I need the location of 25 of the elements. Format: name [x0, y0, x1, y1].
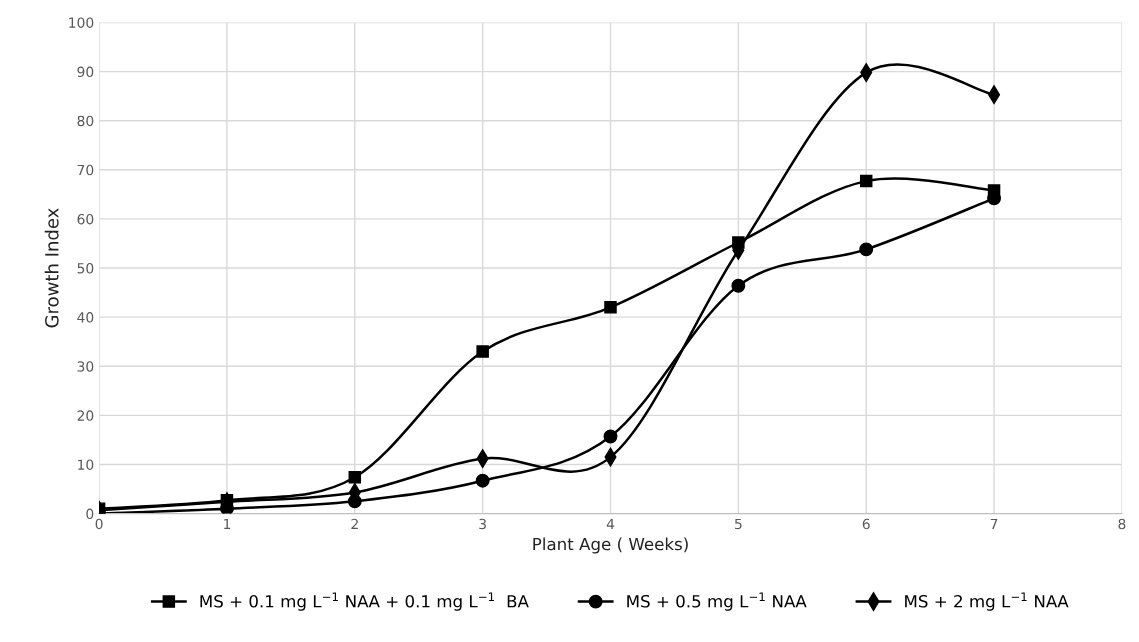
- x-tick-label: 0: [95, 518, 103, 530]
- y-tick-label: 40: [77, 312, 94, 323]
- y-tick-label: 10: [78, 459, 94, 470]
- y-tick-label: 20: [77, 410, 94, 421]
- y-tick-label: 60: [77, 213, 94, 225]
- y-tick-label: 70: [77, 164, 94, 176]
- y-tick-label: 100: [69, 17, 94, 28]
- x-tick-label: 1: [224, 518, 231, 530]
- x-tick-label: 8: [1118, 518, 1126, 530]
- x-tick-label: 4: [606, 518, 615, 530]
- y-axis-title: Growth Index: [44, 208, 59, 328]
- y-tick-label: 80: [77, 115, 94, 127]
- x-tick-label: 2: [351, 518, 358, 530]
- legend-label: MS + 0.1 mg L$^{−1}$ NAA + 0.1 mg L$^{−1}$ BA: [200, 592, 529, 611]
- x-tick-label: 3: [479, 518, 486, 530]
- x-tick-label: 5: [735, 518, 742, 530]
- x-tick-label: 7: [990, 518, 998, 530]
- y-tick-label: 30: [77, 361, 94, 372]
- y-tick-label: 90: [77, 66, 94, 78]
- legend-label: MS + 0.5 mg L$^{−1}$ NAA: [627, 592, 807, 611]
- x-tick-label: 6: [862, 518, 870, 530]
- y-tick-label: 50: [77, 263, 94, 274]
- y-tick-label: 0: [86, 508, 94, 520]
- x-axis-title: Plant Age ( Weeks): [533, 537, 688, 554]
- legend-label: MS + 2 mg L$^{−1}$ NAA: [905, 592, 1069, 611]
